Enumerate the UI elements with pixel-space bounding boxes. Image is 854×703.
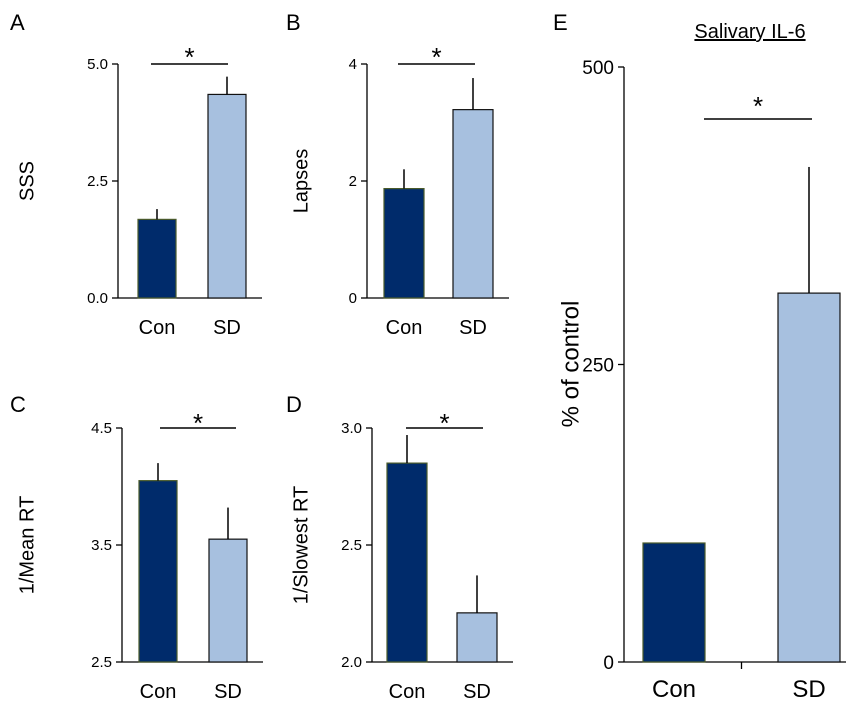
panel-b: B 0 2 4 Lapses Con SD * (286, 10, 509, 339)
x-tick-label: SD (214, 681, 242, 703)
y-tick-label: 2 (349, 173, 357, 190)
bar-con (137, 218, 177, 299)
y-axis-label: 1/Mean RT (16, 496, 38, 595)
bar-con (386, 462, 428, 663)
chart-title: Salivary IL-6 (694, 21, 805, 43)
significance-star: * (431, 42, 441, 72)
y-tick-label: 2.5 (87, 173, 108, 190)
bar-con (383, 188, 425, 299)
panel-letter: A (10, 10, 25, 35)
x-tick-label: Con (140, 681, 177, 703)
significance-star: * (184, 42, 194, 72)
y-tick-label: 4 (349, 56, 357, 73)
y-axis-label: SSS (16, 161, 38, 201)
x-tick-label: Con (389, 681, 426, 703)
y-tick-label: 500 (582, 58, 614, 79)
x-tick-label: Con (652, 676, 696, 703)
panel-letter: E (553, 10, 568, 35)
panel-c: C 2.5 3.5 4.5 1/Mean RT Con SD * (10, 392, 263, 703)
y-tick-label: 250 (582, 356, 614, 377)
bar-sd (456, 612, 498, 663)
y-tick-label: 0 (603, 653, 614, 674)
panel-d: D 2.0 2.5 3.0 1/Slowest RT Con SD * (286, 392, 513, 703)
x-tick-label: SD (463, 681, 491, 703)
y-tick-label: 5.0 (87, 56, 108, 73)
bar-sd (207, 93, 247, 299)
significance-star: * (753, 91, 763, 121)
y-tick-label: 3.0 (341, 420, 362, 437)
y-tick-label: 0 (349, 290, 357, 307)
panel-a: A 0.0 2.5 5.0 SSS Con SD * (10, 10, 262, 339)
significance-star: * (193, 408, 203, 438)
x-tick-label: Con (139, 317, 176, 339)
panel-letter: C (10, 392, 26, 417)
y-axis-label: 1/Slowest RT (290, 486, 312, 605)
y-axis-label: % of control (557, 301, 584, 428)
x-tick-label: SD (213, 317, 241, 339)
y-tick-label: 2.5 (91, 654, 112, 671)
y-tick-label: 2.5 (341, 537, 362, 554)
bar-con (642, 542, 706, 663)
x-tick-label: SD (792, 676, 825, 703)
y-tick-label: 0.0 (87, 290, 108, 307)
x-tick-label: SD (459, 317, 487, 339)
x-tick-label: Con (386, 317, 423, 339)
y-tick-label: 2.0 (341, 654, 362, 671)
bar-sd (208, 538, 248, 663)
panel-letter: B (286, 10, 301, 35)
significance-star: * (439, 408, 449, 438)
panel-e: E Salivary IL-6 0 250 500 % of control Con SD * (553, 10, 846, 703)
bar-sd (452, 109, 494, 299)
panel-letter: D (286, 392, 302, 417)
y-tick-label: 3.5 (91, 537, 112, 554)
y-axis-label: Lapses (290, 149, 312, 214)
bar-con (138, 480, 178, 663)
bar-sd (777, 292, 841, 663)
y-tick-label: 4.5 (91, 420, 112, 437)
